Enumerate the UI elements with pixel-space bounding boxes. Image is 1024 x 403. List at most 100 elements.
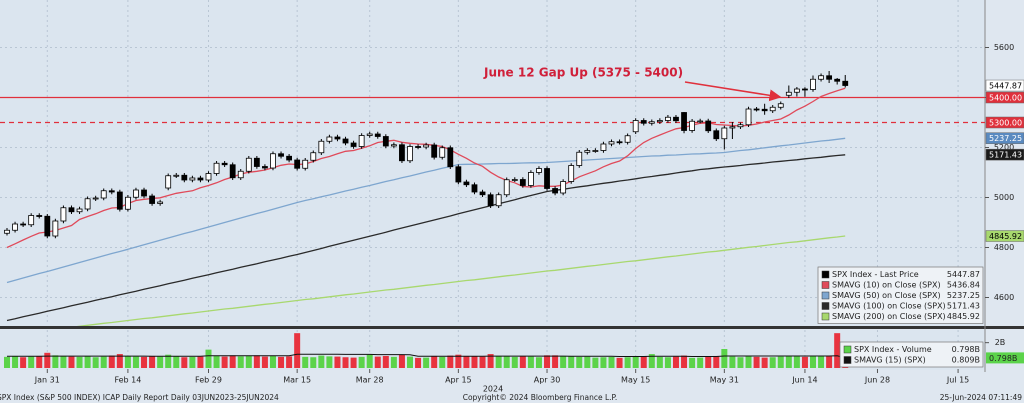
candle-body — [350, 142, 357, 147]
candle-body — [173, 174, 180, 177]
candle-body — [149, 195, 155, 204]
volume-bar — [358, 356, 365, 368]
volume-bar — [463, 355, 470, 368]
price-tag — [985, 148, 1024, 161]
candle-body — [221, 162, 228, 166]
candle-body — [511, 179, 518, 181]
volume-bar — [576, 356, 583, 368]
volume-bar — [640, 356, 647, 368]
candle-body — [842, 80, 849, 86]
candle-body — [28, 215, 35, 226]
volume-bar — [253, 355, 260, 368]
volume-bar — [366, 354, 373, 368]
legend-swatch — [821, 312, 830, 321]
legend-value: 5436.84 — [947, 281, 980, 290]
candle-body — [536, 168, 542, 173]
candle-body — [60, 207, 67, 222]
legend-value: 0.809B — [952, 356, 980, 365]
candle-body — [632, 120, 639, 133]
volume-bar — [36, 355, 43, 368]
y-tick-label: 5000 — [994, 193, 1014, 202]
volume-bar — [793, 356, 800, 368]
volume-bar — [761, 357, 768, 368]
candle-body — [415, 146, 421, 148]
x-year-label: 2024 — [483, 385, 503, 394]
candle-body — [737, 124, 744, 128]
volume-bar — [729, 356, 736, 368]
legend-value: 5447.87 — [947, 270, 980, 279]
candle-body — [640, 120, 647, 124]
candle-body — [382, 136, 389, 147]
volume-bar — [286, 356, 293, 368]
volume-bar — [535, 357, 542, 368]
legend-label: SMAVG (200) on Close (SPX) — [832, 312, 946, 321]
candle-body — [270, 153, 276, 169]
candle-body — [761, 108, 768, 112]
price-tag — [985, 132, 1024, 144]
volume-bar — [455, 354, 462, 368]
volume-bar — [390, 356, 397, 368]
candle-body — [608, 141, 615, 145]
price-tag-label: 4845.92 — [989, 232, 1022, 241]
legend-label: SPX Index - Volume — [854, 345, 932, 354]
volume-bar — [769, 357, 776, 368]
footer-center: Copyright© 2024 Bloomberg Finance L.P. — [463, 393, 618, 402]
price-tag — [985, 230, 1024, 242]
volume-bar — [519, 355, 526, 368]
candle-body — [769, 106, 776, 112]
volume-bar — [28, 356, 35, 368]
volume-bar — [616, 357, 623, 368]
volume-bar — [269, 355, 276, 368]
volume-bar — [197, 356, 204, 368]
candle-body — [810, 78, 816, 90]
volume-bar — [592, 357, 599, 368]
price-tag-label: 5400.00 — [989, 94, 1022, 103]
volume-bar — [245, 355, 252, 368]
legend-swatch — [843, 356, 852, 364]
candle-body — [528, 172, 534, 186]
volume-bar — [568, 356, 575, 368]
volume-bar — [552, 355, 559, 368]
candle-body — [713, 130, 720, 140]
volume-bar — [826, 355, 833, 368]
volume-bar — [52, 355, 59, 368]
volume-bar — [116, 354, 123, 368]
annotation-arrow — [684, 81, 782, 102]
candle-body — [689, 120, 695, 131]
volume-bar — [527, 356, 534, 368]
price-tag — [985, 91, 1024, 104]
volume-bar — [487, 354, 494, 368]
y-tick-label: 2B — [995, 338, 1006, 347]
volume-bar — [439, 356, 446, 368]
candle-body — [390, 144, 397, 147]
candle-body — [342, 138, 349, 144]
candle-body — [189, 177, 196, 181]
candle-body — [479, 191, 486, 196]
candle-body — [84, 198, 91, 210]
volume-bar — [398, 354, 405, 368]
candle-body — [302, 159, 309, 169]
volume-bar — [173, 356, 180, 368]
volume-bar — [495, 355, 502, 368]
volume-bar — [60, 355, 67, 368]
legend-swatch — [821, 270, 830, 279]
candle-body — [447, 147, 454, 168]
candle-body — [576, 151, 583, 166]
volume-bar — [326, 356, 333, 368]
candle-body — [237, 170, 244, 179]
volume-bar — [818, 356, 825, 368]
candle-body — [834, 78, 841, 82]
volume-bar — [350, 357, 357, 368]
candle-body — [495, 194, 502, 207]
candle-body — [624, 135, 631, 143]
volume-bar — [294, 333, 301, 368]
volume-bar — [423, 357, 430, 368]
x-tick-label: Jun 28 — [864, 376, 890, 385]
legend-value: 4845.92 — [947, 312, 980, 321]
volume-bar — [544, 355, 551, 368]
y-tick-label: 4800 — [994, 243, 1014, 252]
volume-bar — [713, 355, 720, 368]
candle-body — [294, 159, 301, 169]
volume-bar — [165, 354, 172, 368]
legend-label: SMAVG (15) (SPX) — [854, 356, 926, 365]
